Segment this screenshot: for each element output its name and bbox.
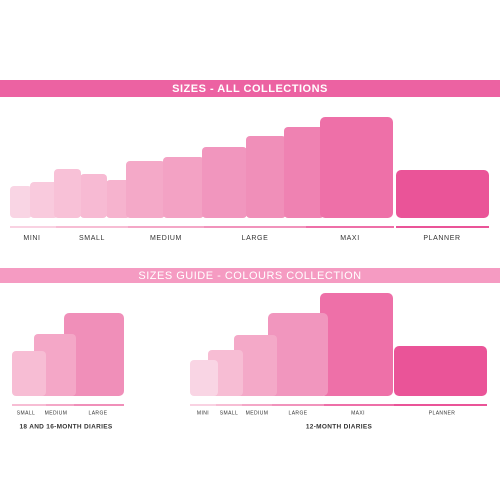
- diary-shape: [284, 127, 324, 218]
- diary-shape: [320, 117, 393, 218]
- diary-shape: [10, 186, 32, 218]
- banner-title: SIZES - ALL COLLECTIONS: [172, 83, 328, 95]
- size-label: SMALL: [17, 410, 35, 416]
- rule: [10, 226, 56, 228]
- diary-shape: [30, 182, 58, 218]
- top-shapes: [10, 117, 489, 218]
- diary-shape: [320, 293, 393, 396]
- diary-shape: [234, 335, 277, 396]
- rule: [216, 404, 242, 406]
- size-label: LARGE: [242, 235, 269, 242]
- rule: [204, 226, 306, 228]
- diary-shape: [246, 136, 286, 218]
- right-shapes: [190, 293, 487, 396]
- diary-shape: [190, 360, 218, 396]
- size-label: SMALL: [220, 410, 238, 416]
- diary-shape: [12, 351, 46, 396]
- rule: [306, 226, 394, 228]
- banner: [0, 80, 500, 97]
- size-label: MINI: [23, 235, 40, 242]
- diary-shape: [64, 313, 124, 396]
- banner-title: SIZES GUIDE - COLOURS COLLECTION: [138, 270, 361, 282]
- size-label: PLANNER: [423, 235, 460, 242]
- diary-shape: [106, 180, 130, 218]
- diary-shape: [54, 169, 81, 218]
- rule: [324, 404, 394, 406]
- rule: [242, 404, 272, 406]
- diary-shape: [202, 147, 247, 218]
- size-label: MINI: [197, 410, 209, 416]
- rule: [394, 404, 487, 406]
- rule: [56, 226, 128, 228]
- size-label: MEDIUM: [246, 410, 269, 416]
- rule: [272, 404, 324, 406]
- size-label: PLANNER: [429, 410, 455, 416]
- planner-shape: [394, 346, 487, 396]
- caption: 12-MONTH DIARIES: [306, 424, 373, 431]
- banner: [0, 268, 500, 283]
- rule: [128, 226, 204, 228]
- left-shapes: [12, 313, 124, 396]
- caption: 18 AND 16-MONTH DIARIES: [20, 424, 113, 431]
- size-label: LARGE: [89, 410, 108, 416]
- diary-shape: [80, 174, 107, 218]
- size-label: MEDIUM: [45, 410, 68, 416]
- diary-shape: [126, 161, 165, 218]
- size-label: LARGE: [289, 410, 308, 416]
- rule: [12, 404, 46, 406]
- diary-shape: [268, 313, 328, 396]
- rule: [46, 404, 74, 406]
- diary-shape: [163, 157, 204, 218]
- size-label: MEDIUM: [150, 235, 182, 242]
- size-label: SMALL: [79, 235, 105, 242]
- rule: [74, 404, 124, 406]
- planner-shape: [396, 170, 489, 218]
- size-label: MAXI: [340, 235, 360, 242]
- top-rules: [10, 226, 489, 228]
- rule: [190, 404, 216, 406]
- rule: [396, 226, 489, 228]
- size-label: MAXI: [351, 410, 365, 416]
